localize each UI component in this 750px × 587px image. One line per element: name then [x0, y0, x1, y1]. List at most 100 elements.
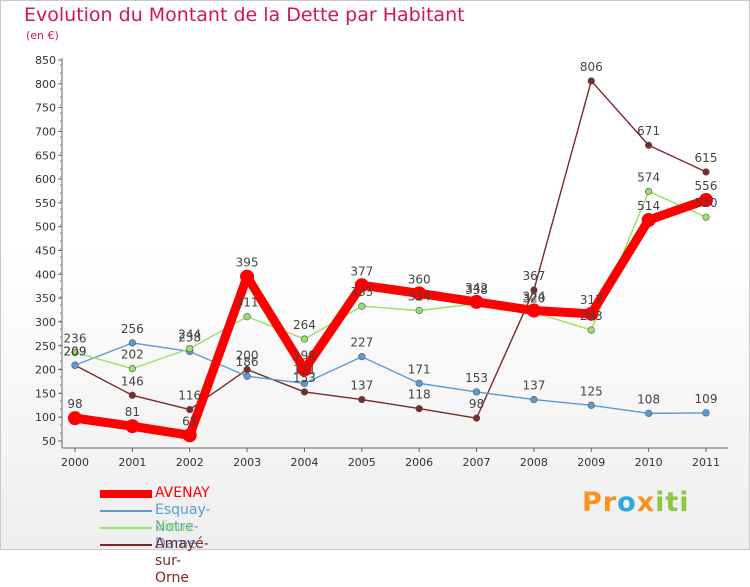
data-point: [186, 345, 194, 353]
data-label: 338: [465, 283, 488, 297]
data-point: [300, 388, 309, 396]
y-tick-label: 600: [35, 173, 56, 186]
data-label: 283: [580, 309, 603, 323]
x-tick-label: 2008: [520, 456, 548, 469]
data-point: [243, 372, 251, 380]
data-point: [71, 348, 79, 357]
logo-letter: o: [617, 487, 637, 518]
data-label: 324: [522, 290, 545, 304]
data-label: 171: [293, 362, 316, 376]
y-tick-label: 100: [35, 411, 56, 424]
data-point: [128, 339, 136, 347]
series-line-amay-sur-orne: [74, 80, 707, 419]
data-label: 556: [695, 179, 718, 193]
data-point: [415, 306, 423, 315]
data-label: 520: [695, 196, 718, 210]
data-label: 209: [64, 344, 87, 358]
data-label: 125: [580, 384, 603, 398]
y-tick-label: 300: [35, 316, 56, 329]
data-point: [472, 388, 481, 396]
y-tick-label: 250: [35, 340, 56, 353]
data-label: 514: [637, 199, 660, 213]
data-point: [354, 278, 369, 293]
logo-letter: i: [655, 487, 666, 518]
y-tick-label: 700: [35, 125, 56, 138]
y-tick-label: 50: [42, 435, 56, 448]
data-point: [186, 405, 194, 414]
data-label: 153: [465, 371, 488, 385]
data-label: 153: [293, 371, 316, 385]
data-point: [645, 141, 653, 149]
data-label: 137: [522, 379, 545, 393]
logo-letter: t: [665, 487, 680, 518]
series-line-vieux: [74, 190, 707, 370]
data-label: 244: [178, 328, 201, 342]
data-label: 311: [236, 296, 259, 310]
y-tick-label: 500: [35, 221, 56, 234]
legend-swatch: [100, 544, 152, 546]
data-point: [300, 335, 309, 343]
x-tick-label: 2000: [61, 456, 89, 469]
line-chart: 50 100 150 200 250 300 350 400 450 500 550 600 650 70…: [35, 54, 728, 469]
data-label: 98: [469, 397, 484, 411]
data-point: [412, 286, 427, 301]
data-point: [641, 213, 656, 228]
data-point: [128, 391, 136, 399]
data-label: 108: [637, 392, 660, 406]
y-tick-label: 400: [35, 268, 56, 281]
data-label: 209: [64, 344, 87, 358]
data-point: [415, 405, 423, 413]
data-point: [240, 269, 255, 284]
data-label: 202: [121, 348, 144, 362]
data-point: [702, 213, 710, 221]
legend-swatch: [100, 527, 152, 529]
data-label: 324: [408, 290, 431, 304]
x-tick-label: 2004: [290, 456, 318, 469]
unit-label: (en €): [26, 29, 59, 42]
y-tick-label: 550: [35, 197, 56, 210]
y-tick-label: 450: [35, 245, 56, 258]
data-label: 574: [637, 170, 660, 184]
data-label: 62: [182, 414, 197, 428]
data-point: [125, 419, 140, 434]
y-tick-label: 800: [35, 78, 56, 91]
x-tick-label: 2001: [118, 456, 146, 469]
data-point: [182, 428, 197, 443]
data-point: [415, 379, 423, 387]
y-tick-label: 750: [35, 102, 56, 115]
legend-swatch: [100, 510, 152, 512]
data-label: 116: [178, 389, 201, 403]
legend-label: Vieux: [155, 519, 194, 535]
data-label: 171: [408, 362, 431, 376]
x-tick-label: 2006: [405, 456, 433, 469]
legend-label: AVENAY: [155, 485, 210, 501]
data-point: [530, 395, 538, 404]
data-label: 264: [293, 318, 316, 332]
data-label: 98: [67, 397, 82, 411]
data-label: 367: [522, 269, 545, 283]
data-point: [472, 414, 481, 422]
data-label: 81: [125, 405, 140, 419]
data-label: 200: [236, 349, 259, 363]
data-label: 333: [350, 285, 373, 299]
data-label: 806: [580, 60, 603, 74]
data-point: [300, 379, 309, 387]
data-label: 320: [522, 291, 545, 305]
data-label: 227: [350, 336, 373, 350]
y-tick-label: 200: [35, 364, 56, 377]
data-label: 236: [64, 331, 87, 345]
logo-letter: r: [602, 487, 618, 518]
data-label: 377: [350, 264, 373, 278]
data-point: [530, 286, 538, 294]
data-point: [702, 409, 710, 417]
data-point: [587, 326, 595, 334]
data-point: [645, 187, 653, 196]
data-label: 395: [236, 256, 259, 270]
data-point: [297, 362, 312, 377]
x-tick-label: 2002: [176, 456, 204, 469]
x-tick-label: 2010: [635, 456, 663, 469]
legend-label: Esquay-Notre-Dame: [155, 502, 211, 552]
data-label: 199: [293, 349, 316, 363]
y-tick-label: 850: [35, 54, 56, 67]
data-point: [587, 77, 595, 85]
